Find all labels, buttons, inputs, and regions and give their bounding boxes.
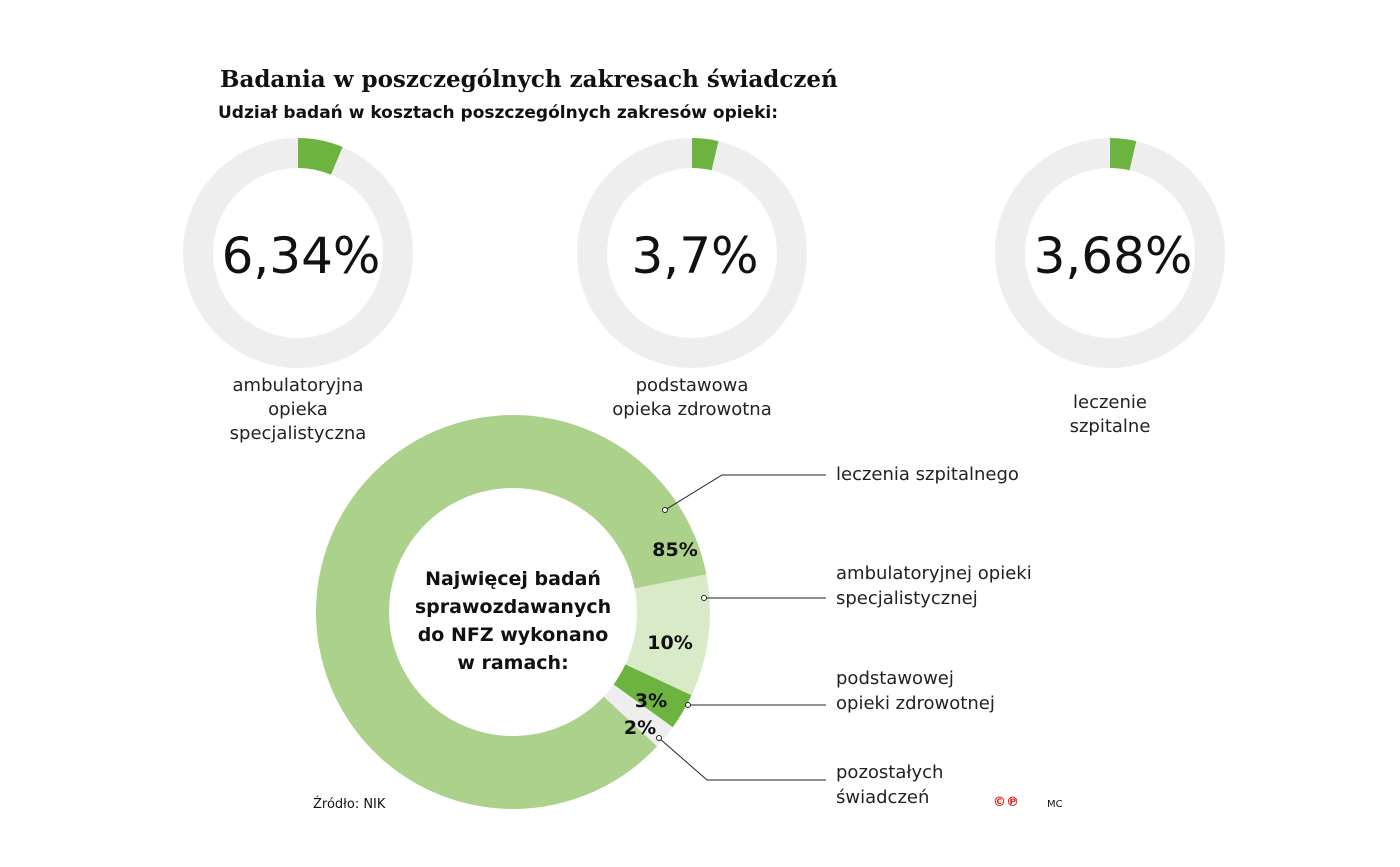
leader-line xyxy=(658,737,826,781)
label-line: podstawowa xyxy=(635,375,749,396)
legend-line: leczenia szpitalnego xyxy=(836,464,1019,485)
leader-dot xyxy=(656,735,662,741)
legend-podstawowej: podstawowej opieki zdrowotnej xyxy=(836,666,995,716)
slice-value-label: 3% xyxy=(635,690,667,712)
legend-pozostalych: pozostałych świadczeń xyxy=(836,760,943,810)
donut-slice xyxy=(315,414,707,809)
donut-slice xyxy=(613,664,692,728)
author: MC xyxy=(1047,799,1063,810)
donut-value-label: 6,34% xyxy=(222,227,381,285)
chart-subtitle: Udział badań w kosztach poszczególnych z… xyxy=(218,103,779,123)
label-ambulatoryjna: ambulatoryjna opieka specjalistyczna xyxy=(198,374,398,446)
label-podstawowa: podstawowa opieka zdrowotna xyxy=(592,374,792,422)
leader-dot xyxy=(662,507,668,513)
donut-center-text: sprawozdawanych xyxy=(415,596,611,618)
donut-value-arc xyxy=(1110,138,1137,171)
label-line: szpitalne xyxy=(1069,416,1151,437)
legend-szpitalnego: leczenia szpitalnego xyxy=(836,462,1019,487)
donut-center-text: do NFZ wykonano xyxy=(418,624,609,646)
donut-value-arc xyxy=(298,138,343,175)
donut-center-text: w ramach: xyxy=(457,652,568,674)
donut-slice xyxy=(625,574,710,696)
label-line: leczenie xyxy=(1073,392,1147,413)
legend-line: świadczeń xyxy=(836,787,930,808)
label-line: opieka xyxy=(268,399,328,420)
legend-line: pozostałych xyxy=(836,762,944,783)
legend-line: podstawowej xyxy=(836,668,954,689)
donut-value-label: 3,7% xyxy=(631,227,758,285)
label-line: specjalistyczna xyxy=(229,423,367,444)
label-line: ambulatoryjna xyxy=(232,375,364,396)
chart-title: Badania w poszczególnych zakresach świad… xyxy=(220,66,838,93)
donut-center-text: Najwięcej badań xyxy=(425,568,601,590)
legend-line: ambulatoryjnej opieki xyxy=(836,563,1032,584)
legend-ambulatoryjnej: ambulatoryjnej opieki specjalistycznej xyxy=(836,561,1032,611)
donut-value-arc xyxy=(692,138,719,171)
label-szpitalne: leczenie szpitalne xyxy=(1010,391,1210,439)
legend-line: opieki zdrowotnej xyxy=(836,693,995,714)
legend-line: specjalistycznej xyxy=(836,588,978,609)
donut-slice xyxy=(603,684,673,747)
leader-dot xyxy=(701,595,707,601)
donut-value-label: 3,68% xyxy=(1034,227,1193,285)
label-line: opieka zdrowotna xyxy=(612,399,772,420)
leader-dot xyxy=(685,702,691,708)
leader-line xyxy=(664,474,826,511)
slice-value-label: 2% xyxy=(624,717,656,739)
copyright-logo: ©℗ xyxy=(993,795,1019,810)
slice-value-label: 85% xyxy=(652,539,697,561)
source: Źródło: NIK xyxy=(313,797,386,812)
slice-value-label: 10% xyxy=(647,632,692,654)
